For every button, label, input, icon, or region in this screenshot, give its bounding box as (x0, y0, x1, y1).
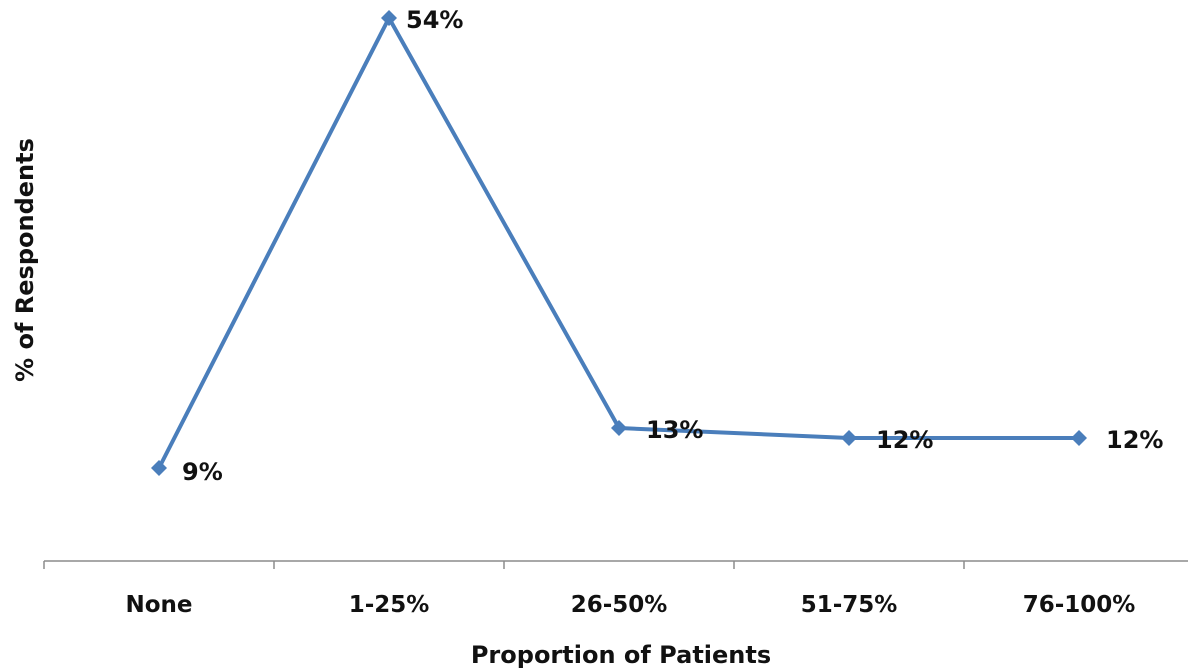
x-ticks (43, 561, 965, 569)
x-tick-label: 26-50% (571, 592, 668, 618)
x-tick-label: None (125, 592, 192, 618)
x-tick-labels: None 1-25% 26-50% 51-75% 76-100% (125, 592, 1135, 618)
data-label: 12% (876, 426, 933, 454)
data-point-marker (611, 420, 627, 436)
x-axis-title: Proportion of Patients (471, 641, 771, 669)
data-markers (151, 10, 1087, 476)
data-point-marker (381, 10, 397, 26)
y-axis-title: % of Respondents (11, 138, 39, 382)
x-axis: None 1-25% 26-50% 51-75% 76-100% (43, 560, 1188, 618)
data-point-marker (151, 460, 167, 476)
data-labels: 9% 54% 13% 12% 12% (182, 6, 1163, 486)
data-point-marker (1071, 430, 1087, 446)
data-label: 13% (646, 416, 703, 444)
data-label: 9% (182, 458, 223, 486)
data-label: 54% (406, 6, 463, 34)
x-tick-label: 76-100% (1023, 592, 1136, 618)
series-line (157, 16, 1079, 469)
data-label: 12% (1106, 426, 1163, 454)
data-point-marker (841, 430, 857, 446)
series: 9% 54% 13% 12% 12% (151, 6, 1163, 486)
x-tick-label: 1-25% (349, 592, 430, 618)
x-tick-label: 51-75% (801, 592, 898, 618)
